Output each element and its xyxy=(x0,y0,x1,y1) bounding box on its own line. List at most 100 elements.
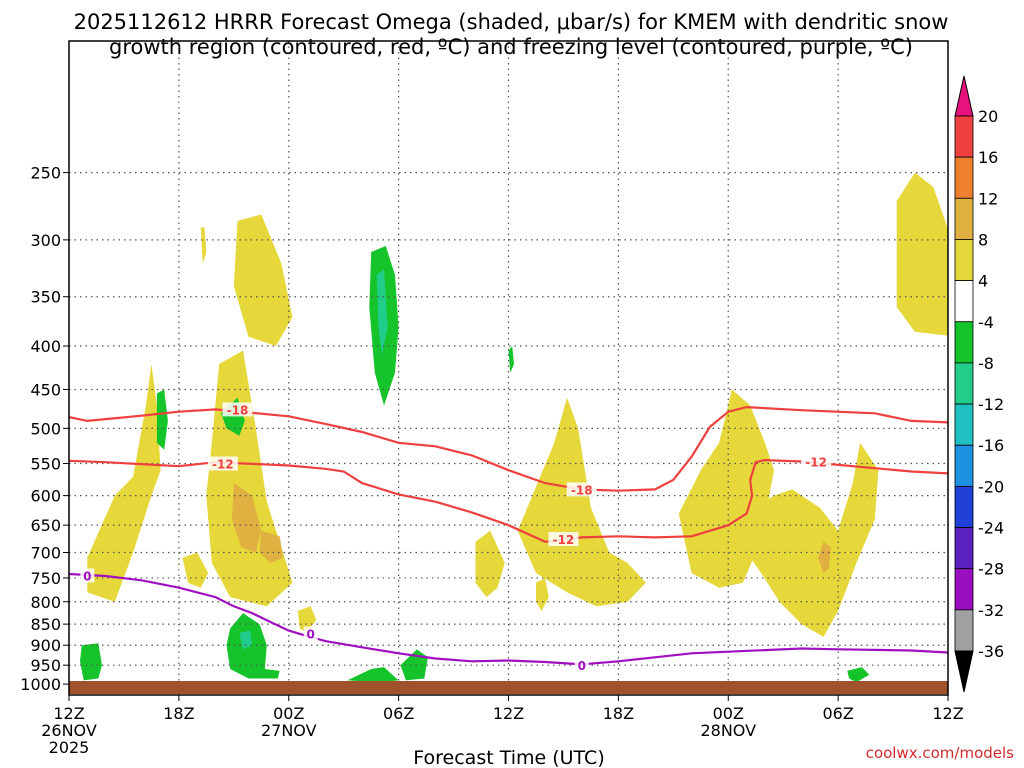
colorbar-bin-8 xyxy=(954,444,974,487)
omega-region-20 xyxy=(347,667,399,683)
colorbar-top-arrow xyxy=(954,75,974,117)
isotherm-label-0-1: -18 xyxy=(571,483,593,497)
colorbar-tick-10: -24 xyxy=(978,519,1004,538)
ytick-label-850: 850 xyxy=(30,615,61,634)
ytick-label-400: 400 xyxy=(30,337,61,356)
omega-region-23 xyxy=(847,667,870,683)
omega-region-10 xyxy=(475,530,505,598)
colorbar-bin-4 xyxy=(954,280,974,323)
terrain-ground-strip xyxy=(69,681,948,694)
omega-region-4 xyxy=(182,552,209,588)
isotherm-label-bg-2-0 xyxy=(80,568,95,583)
isotherm-label-2-0: 0 xyxy=(83,569,91,583)
omega-region-18 xyxy=(80,643,102,681)
isotherm-label-1-2: -12 xyxy=(805,455,827,469)
colorbar-bin-9 xyxy=(954,485,974,528)
plot-area: -18 -18 -12 -12 -12 0 0 0 xyxy=(69,41,948,695)
ytick-label-900: 900 xyxy=(30,636,61,655)
isotherm-label-1-0: -12 xyxy=(212,458,234,472)
isotherm-lines: -18 -18 -12 -12 -12 0 0 0 xyxy=(69,402,948,673)
xtick-label-42: 06Z xyxy=(822,704,853,723)
omega-region-12 xyxy=(232,483,262,553)
isotherm-label-0-0: -18 xyxy=(227,403,249,417)
isotherm-label-2-1: 0 xyxy=(307,628,315,642)
colorbar-bin-7 xyxy=(954,403,974,446)
credit-text: coolwx.com/models xyxy=(866,744,1014,762)
isotherm-line-0 xyxy=(69,405,948,492)
isotherm-label-bg-0-0 xyxy=(222,402,253,417)
omega-region-22 xyxy=(508,346,514,373)
omega-region-2 xyxy=(233,214,293,346)
colorbar-tick-4: 4 xyxy=(978,272,988,291)
xtick-label-30: 18Z xyxy=(603,704,634,723)
colorbar-tick-12: -32 xyxy=(978,601,1004,620)
ytick-label-700: 700 xyxy=(30,543,61,562)
colorbar-tick-3: 8 xyxy=(978,230,988,249)
colorbar-tick-9: -20 xyxy=(978,477,1004,496)
omega-region-11 xyxy=(536,577,549,611)
omega-region-16 xyxy=(156,389,168,450)
xtick-date-12: 27NOV xyxy=(261,721,317,740)
colorbar-tick-5: -4 xyxy=(978,313,994,332)
omega-region-5 xyxy=(297,606,317,633)
ytick-label-550: 550 xyxy=(30,455,61,474)
omega-region-6 xyxy=(517,397,646,607)
omega-region-9 xyxy=(896,172,948,336)
ytick-label-750: 750 xyxy=(30,569,61,588)
colorbar-tick-2: 12 xyxy=(978,189,998,208)
xtick-label-6: 18Z xyxy=(163,704,194,723)
omega-region-19 xyxy=(226,613,280,679)
xtick-label-24: 12Z xyxy=(493,704,524,723)
colorbar-tick-0: 20 xyxy=(978,107,998,126)
colorbar-tick-6: -8 xyxy=(978,354,994,373)
colorbar-bin-10 xyxy=(954,527,974,570)
colorbar-bin-12 xyxy=(954,609,974,652)
colorbar: 20 16 12 8 4 -4 -8 -12 -16 -20 -24 -28 -32 -36 xyxy=(954,75,1004,693)
ytick-label-950: 950 xyxy=(30,656,61,675)
xtick-label-36: 00Z xyxy=(713,704,744,723)
omega-region-3 xyxy=(200,227,207,264)
xtick-year-0: 2025 xyxy=(49,738,90,757)
isotherm-label-bg-0-1 xyxy=(566,482,597,497)
omega-region-13 xyxy=(259,530,284,563)
isotherm-line-1 xyxy=(69,458,948,543)
colorbar-tick-1: 16 xyxy=(978,148,998,167)
isotherm-label-bg-1-2 xyxy=(801,454,832,469)
xtick-date-36: 28NOV xyxy=(700,721,756,740)
y-axis-pressure-ticks: 250 300 350 400 450 500 550 600 650 700 750 800 850 9… xyxy=(20,164,69,694)
colorbar-bin-3 xyxy=(954,239,974,282)
colorbar-bin-1 xyxy=(954,156,974,199)
omega-region-25 xyxy=(239,630,253,650)
xtick-label-18: 06Z xyxy=(383,704,414,723)
omega-shading-layer xyxy=(80,172,948,683)
isotherm-label-1-1: -12 xyxy=(553,533,575,547)
ytick-label-650: 650 xyxy=(30,516,61,535)
colorbar-bin-6 xyxy=(954,362,974,405)
chart-title-line-1: 2025112612 HRRR Forecast Omega (shaded, … xyxy=(74,10,949,34)
ytick-label-250: 250 xyxy=(30,164,61,183)
x-axis-label: Forecast Time (UTC) xyxy=(413,747,604,768)
isotherm-label-bg-1-0 xyxy=(207,456,238,471)
ytick-label-300: 300 xyxy=(30,231,61,250)
colorbar-bin-2 xyxy=(954,197,974,240)
isotherm-label-bg-2-2 xyxy=(574,658,589,673)
colorbar-bin-5 xyxy=(954,321,974,364)
chart-title-line-2: growth region (contoured, red, ºC) and f… xyxy=(109,35,913,59)
omega-region-0 xyxy=(87,364,161,602)
ytick-label-500: 500 xyxy=(30,419,61,438)
colorbar-bottom-arrow xyxy=(954,650,974,693)
colorbar-tick-8: -16 xyxy=(978,436,1004,455)
omega-region-24 xyxy=(376,269,388,356)
xtick-label-0: 12Z xyxy=(53,704,84,723)
xtick-date-0: 26NOV xyxy=(41,721,97,740)
xtick-label-48: 12Z xyxy=(932,704,963,723)
colorbar-bin-0 xyxy=(954,115,974,158)
isotherm-label-bg-2-1 xyxy=(303,626,318,641)
ytick-label-450: 450 xyxy=(30,380,61,399)
xtick-label-12: 00Z xyxy=(273,704,304,723)
isotherm-label-2-2: 0 xyxy=(578,659,586,673)
omega-region-14 xyxy=(818,541,831,573)
colorbar-tick-13: -36 xyxy=(978,642,1004,661)
